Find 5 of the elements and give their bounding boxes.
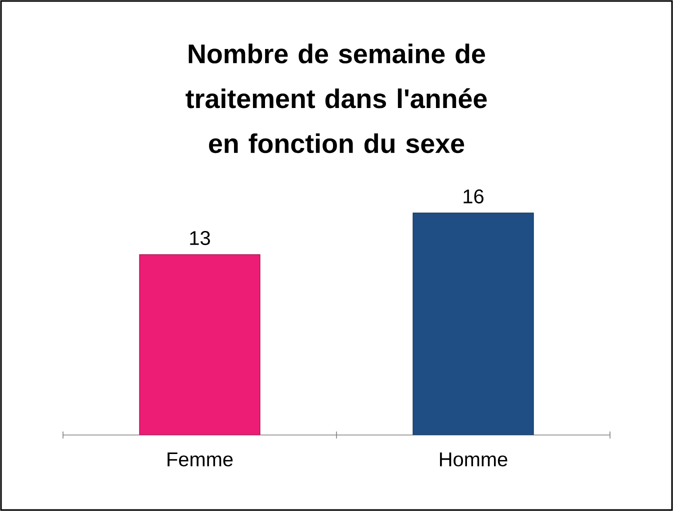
chart-title: Nombre de semaine de traitement dans l'année en fonction du sexe — [186, 44, 487, 154]
data-label: 16 — [464, 189, 484, 204]
x-tick-label: Homme — [440, 452, 508, 466]
data-label: 13 — [190, 230, 210, 246]
x-tick-label: Femme — [168, 452, 233, 466]
